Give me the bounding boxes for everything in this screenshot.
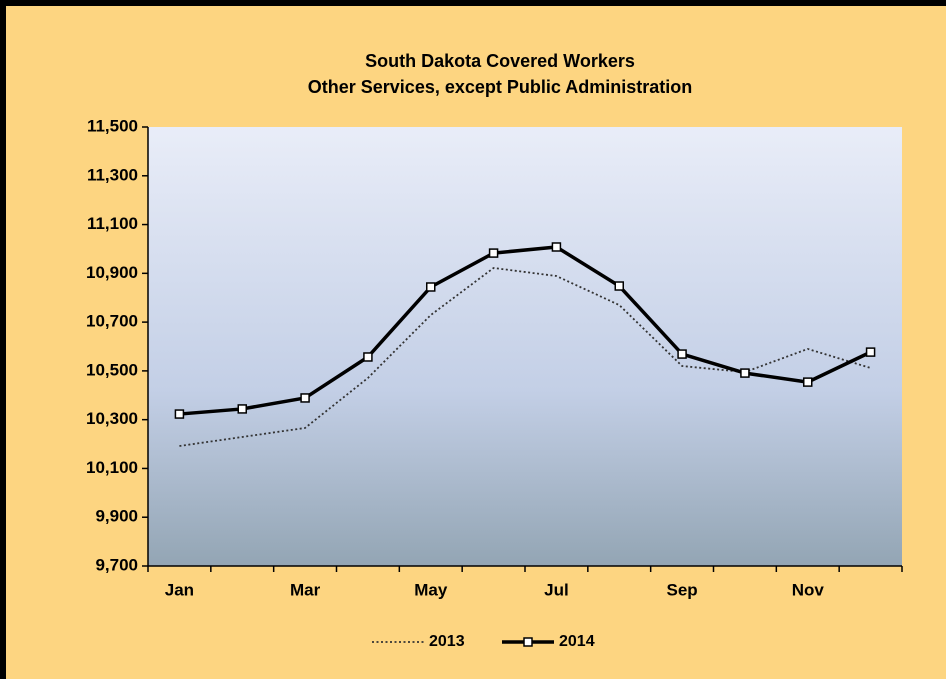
point-marker (426, 282, 436, 292)
point-marker (174, 409, 185, 419)
x-tick-label: May (414, 580, 448, 599)
x-tick-label: Jul (544, 580, 569, 599)
point-marker (551, 242, 562, 252)
y-tick-label: 10,100 (86, 458, 138, 477)
y-tick-label: 11,100 (87, 214, 138, 233)
series-line (179, 267, 871, 447)
point-marker (614, 281, 624, 291)
y-tick-label: 10,700 (86, 312, 138, 331)
series-line (179, 245, 872, 416)
point-marker (677, 349, 687, 359)
x-tick-label: Nov (792, 580, 825, 599)
point-marker (488, 248, 499, 258)
chart-title: South Dakota Covered Workers (365, 51, 635, 71)
y-tick-label: 9,700 (95, 555, 138, 574)
point-marker (803, 377, 813, 387)
legend-label: 2013 (429, 633, 465, 650)
x-tick-label: Mar (290, 580, 321, 599)
y-tick-label: 10,500 (86, 360, 138, 379)
x-tick-label: Jan (165, 580, 194, 599)
chart-subtitle: Other Services, except Public Administra… (308, 77, 692, 97)
point-marker (740, 368, 750, 378)
y-tick-label: 9,900 (95, 507, 138, 526)
point-marker (237, 404, 247, 414)
point-marker (300, 393, 310, 403)
x-tick-label: Sep (666, 580, 697, 599)
plot-area (148, 127, 902, 566)
y-tick-label: 10,900 (86, 263, 138, 282)
y-tick-label: 11,500 (87, 116, 138, 135)
point-marker (865, 347, 876, 357)
y-tick-label: 11,300 (87, 165, 138, 184)
legend-label: 2014 (559, 633, 595, 650)
point-marker (363, 352, 373, 362)
legend-marker (523, 637, 533, 647)
y-tick-label: 10,300 (86, 409, 138, 428)
